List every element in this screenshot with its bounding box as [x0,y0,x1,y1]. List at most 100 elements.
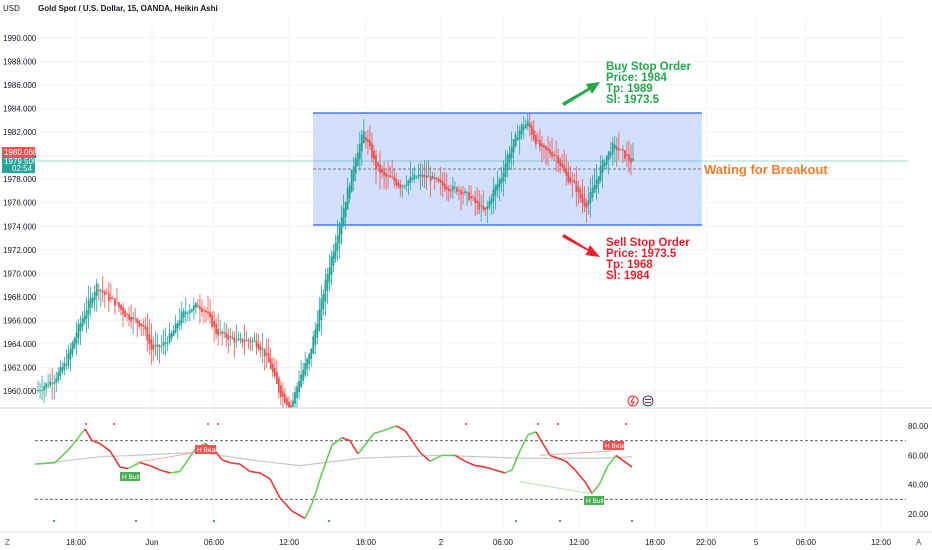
candle-body [320,298,323,321]
osc-line-segment [599,465,609,484]
candle-body [132,317,135,320]
osc-signal-dot [625,423,627,425]
osc-line-segment [221,458,231,464]
tag-h-bull-1-bg [120,472,140,481]
osc-line-segment [321,444,333,474]
tag-h-bear-2: H Bear [605,443,626,450]
currency-label: USD [3,4,20,13]
candle-body [146,327,149,341]
candle-body [454,187,456,189]
sell-sl: Sl: 1984 [606,270,650,282]
price-tick-label: 1978.000 [3,175,37,184]
candle-body [549,149,551,155]
candle-body [207,311,209,314]
candle-body [229,336,232,338]
candle-body [496,183,499,191]
candle-body [632,158,634,161]
candle-body [567,172,570,183]
osc-signal-dot [515,520,517,522]
candle-body [630,157,632,164]
osc-signal-dot [113,423,115,425]
osc-line-segment [291,510,306,520]
auto-scale-button[interactable]: A [916,538,922,547]
candle-body [138,320,141,327]
candle-body [344,201,347,218]
price-tick-label: 1962.000 [3,363,37,372]
osc-line-segment [454,454,466,462]
candle-body [358,143,361,160]
candle-body [97,289,100,291]
candle-body [346,188,349,210]
candle-body [591,187,594,198]
candle-body [486,206,489,209]
candle-body [39,390,41,391]
candle-body [288,401,290,408]
candle-body [597,176,600,185]
buy-arrow-icon [562,82,600,106]
sell-tp: Tp: 1968 [606,259,653,271]
osc-line-segment [99,442,111,452]
candle-body [225,332,228,338]
tag-h-bear-2-bg [603,441,624,450]
candle-body [577,186,580,192]
candle-body [53,381,56,384]
time-tick-label: 06:00 [493,538,514,547]
candle-body [488,201,491,208]
candle-body [223,332,226,333]
osc-line-segment [54,447,71,464]
osc-signal-dot [135,520,137,522]
candle-body [109,297,112,299]
osc-line-segment [591,482,601,494]
candle-body [267,353,270,363]
event-icon-1[interactable] [627,395,639,407]
osc-line-segment [519,434,529,452]
candle-body [369,140,371,147]
candle-body [302,369,305,381]
osc-line-segment [557,457,567,462]
candle-body [464,191,466,194]
osc-signal-dot [207,423,209,425]
candle-body [243,340,246,342]
candle-body [502,172,505,181]
candle-body [300,374,303,387]
candle-body [186,313,189,314]
candle-body [271,363,274,373]
candle-body [615,146,618,151]
candle-body [259,346,262,351]
candle-body [326,273,329,291]
candle-body [619,149,622,151]
candle-body [524,123,527,129]
candle-body [506,154,509,171]
goto-date-icon[interactable]: Z [5,538,10,547]
price-axis: 1990.000 1988.000 1986.000 1984.000 1982.000… [3,34,37,396]
candle-body [575,181,578,193]
candle-body [415,176,418,178]
candle-body [286,398,288,406]
candle-body [476,200,479,204]
candle-body [474,197,477,203]
price-tick-label: 1974.000 [3,222,37,231]
candle-body [176,323,179,329]
candle-body [99,290,102,292]
candle-body [261,348,264,350]
candle-body [203,309,205,312]
candle-body [427,176,430,177]
osc-line-segment [239,463,251,473]
tag-h-bull-2-bg [584,496,604,505]
candle-body [371,143,373,158]
candle-body [294,392,296,404]
candle-body [249,340,252,343]
candle-body [269,358,272,369]
us-flag-icon[interactable] [642,395,654,407]
candle-body [330,256,333,275]
candle-body [235,339,238,341]
candle-body [322,294,325,310]
candle-body [89,297,92,308]
osc-line-segment [549,454,559,460]
time-tick-label: 12:00 [279,538,300,547]
candle-body [136,318,139,323]
candle-body [168,333,171,343]
candle-body [356,152,359,167]
candle-body [49,381,52,386]
